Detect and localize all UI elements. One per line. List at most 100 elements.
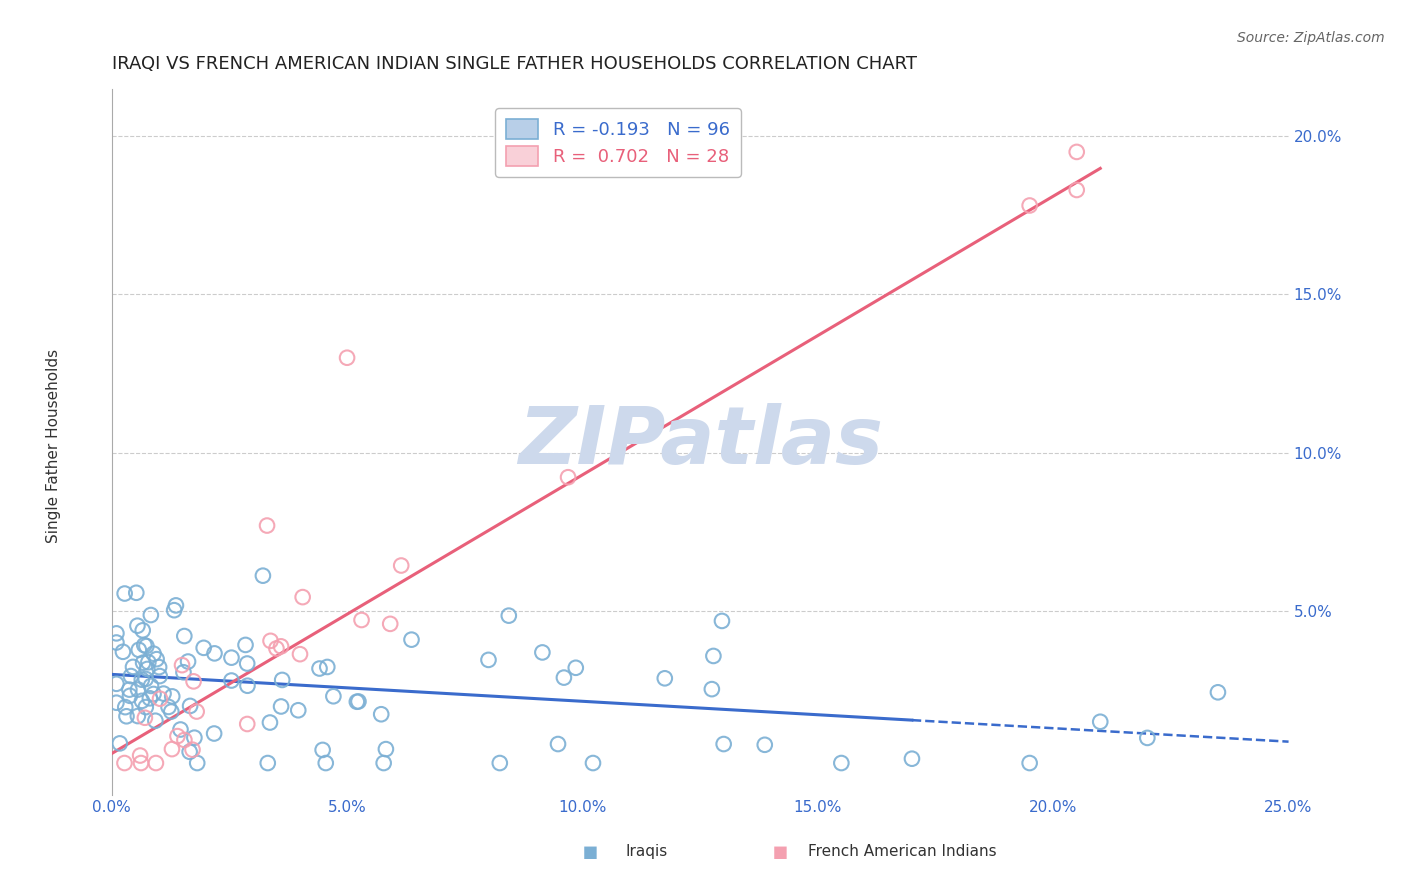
Point [131,673,153,687]
Point [160,742,183,756]
Point [127,682,149,697]
Point [553,671,575,685]
Point [256,518,278,533]
Point [169,723,191,737]
Point [557,470,579,484]
Point [270,699,292,714]
Point [127,709,149,723]
Point [149,691,172,706]
Point [127,618,149,632]
Point [186,756,208,770]
Point [221,673,243,688]
Point [221,650,243,665]
Point [702,648,724,663]
Point [1206,685,1229,699]
Point [710,614,733,628]
Point [287,703,309,717]
Point [700,682,723,697]
Point [115,709,138,723]
Point [1018,756,1040,770]
Point [193,640,215,655]
Point [259,633,281,648]
Point [259,715,281,730]
Point [157,700,180,714]
Point [152,687,174,701]
Point [1090,714,1112,729]
Point [186,705,208,719]
Point [322,690,344,704]
Text: ▪: ▪ [582,840,599,863]
Point [202,726,225,740]
Point [105,626,128,640]
Point [173,733,195,747]
Point [105,635,128,649]
Point [654,671,676,685]
Point [498,608,520,623]
Text: Single Father Households: Single Father Households [46,349,60,543]
Point [128,643,150,657]
Point [582,756,605,770]
Point [129,748,152,763]
Legend: R = -0.193   N = 96, R =  0.702   N = 28: R = -0.193 N = 96, R = 0.702 N = 28 [495,108,741,177]
Point [114,756,136,770]
Point [148,660,170,674]
Point [315,756,337,770]
Point [173,629,195,643]
Point [1066,145,1088,159]
Point [266,641,288,656]
Point [271,673,294,687]
Point [132,656,155,670]
Point [165,599,187,613]
Point [170,658,193,673]
Point [142,647,165,661]
Point [401,632,423,647]
Point [1066,183,1088,197]
Point [179,698,201,713]
Point [131,694,153,708]
Point [145,652,167,666]
Point [111,645,134,659]
Point [477,653,499,667]
Point [565,661,588,675]
Text: French American Indians: French American Indians [808,845,997,859]
Point [134,711,156,725]
Point [125,586,148,600]
Point [204,646,226,660]
Point [1018,198,1040,212]
Point [236,679,259,693]
Point [389,558,412,573]
Point [135,639,157,653]
Point [105,677,128,691]
Point [129,756,152,770]
Point [135,672,157,686]
Point [754,738,776,752]
Point [183,731,205,745]
Point [236,657,259,671]
Point [177,655,200,669]
Point [291,590,314,604]
Point [181,742,204,756]
Point [105,696,128,710]
Point [131,624,153,638]
Point [179,745,201,759]
Point [252,568,274,582]
Point [122,660,145,674]
Point [336,351,359,365]
Point [374,742,396,756]
Point [142,687,165,701]
Point [135,700,157,714]
Point [114,586,136,600]
Point [346,695,368,709]
Point [901,752,924,766]
Point [373,756,395,770]
Point [160,705,183,719]
Point [120,669,142,683]
Point [118,689,141,703]
Point [488,756,510,770]
Point [149,669,172,683]
Point [138,655,160,669]
Point [183,674,205,689]
Point [236,717,259,731]
Point [172,665,194,680]
Point [139,679,162,693]
